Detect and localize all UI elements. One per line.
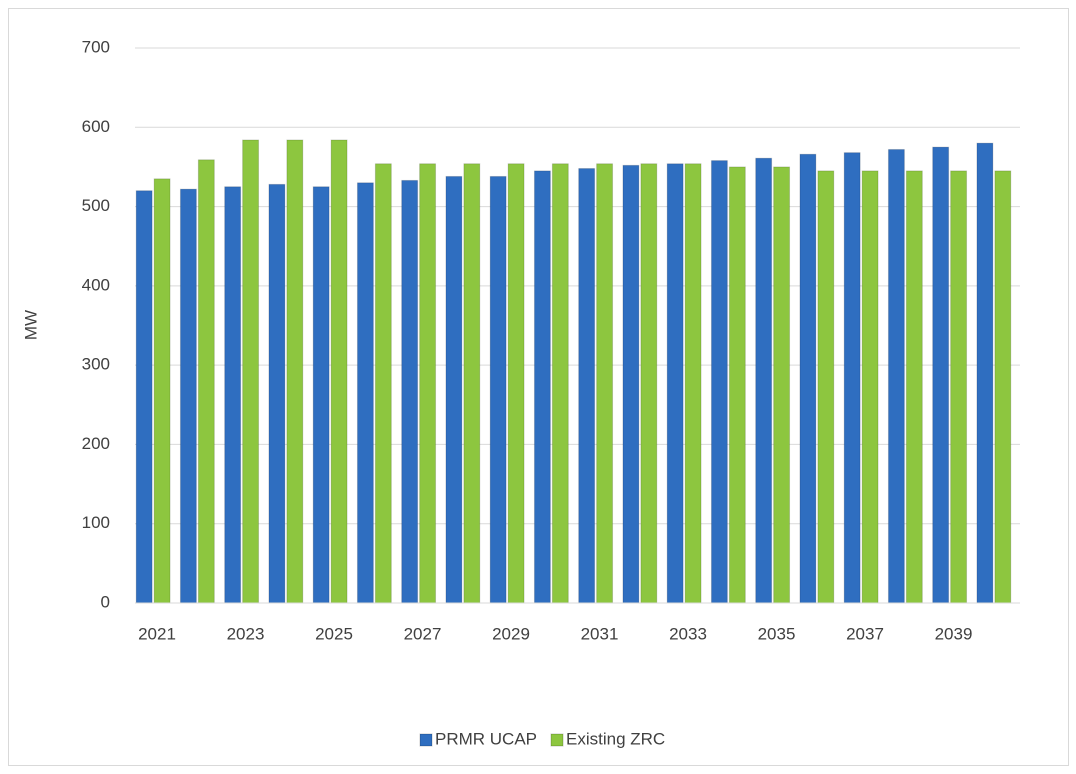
bar [710, 160, 728, 604]
bar [799, 153, 817, 604]
y-tick-label: 100 [82, 513, 110, 532]
bar [887, 148, 905, 604]
x-tick-label: 2033 [669, 624, 707, 643]
x-tick-label: 2025 [315, 624, 353, 643]
bar [773, 166, 791, 604]
x-tick-label: 2037 [846, 624, 884, 643]
bar [666, 163, 684, 604]
legend-swatch [550, 733, 564, 747]
bar [242, 139, 260, 604]
bar [489, 175, 507, 604]
legend-swatch [419, 733, 433, 747]
bar [578, 168, 596, 604]
bar [755, 157, 773, 604]
bar [224, 186, 242, 604]
x-tick-label: 2031 [581, 624, 619, 643]
bar [551, 163, 569, 604]
bar [286, 139, 304, 604]
bar [374, 163, 392, 604]
x-tick-label: 2035 [758, 624, 796, 643]
x-tick-label: 2023 [227, 624, 265, 643]
bar [640, 163, 658, 604]
bar [533, 170, 551, 604]
bar [596, 163, 614, 604]
bar [135, 190, 153, 604]
bar [419, 163, 437, 604]
bar [463, 163, 481, 604]
bar [197, 159, 215, 604]
bar [994, 170, 1012, 604]
bar [153, 178, 171, 604]
bar [179, 188, 197, 604]
y-tick-label: 300 [82, 355, 110, 374]
x-tick-label: 2029 [492, 624, 530, 643]
y-tick-label: 0 [101, 592, 110, 611]
bar [507, 163, 525, 604]
bar [950, 170, 968, 604]
y-axis-label: MW [21, 310, 40, 340]
x-tick-label: 2039 [935, 624, 973, 643]
legend-label: PRMR UCAP [435, 729, 537, 748]
bar [330, 139, 348, 604]
bar [268, 183, 286, 604]
bar [684, 163, 702, 604]
bar [861, 170, 879, 604]
y-tick-label: 600 [82, 117, 110, 136]
bar [932, 146, 950, 604]
bar [401, 179, 419, 604]
bar [976, 142, 994, 604]
y-tick-label: 200 [82, 434, 110, 453]
bar [622, 164, 640, 604]
bar [356, 182, 374, 604]
y-tick-label: 400 [82, 275, 110, 294]
legend-label: Existing ZRC [566, 729, 665, 748]
y-tick-label: 500 [82, 196, 110, 215]
bar [312, 186, 330, 604]
y-tick-label: 700 [82, 37, 110, 56]
bar [905, 170, 923, 604]
bar [728, 166, 746, 604]
x-tick-label: 2021 [138, 624, 176, 643]
x-tick-label: 2027 [404, 624, 442, 643]
bar [817, 170, 835, 604]
bar [843, 152, 861, 604]
bar [445, 175, 463, 604]
